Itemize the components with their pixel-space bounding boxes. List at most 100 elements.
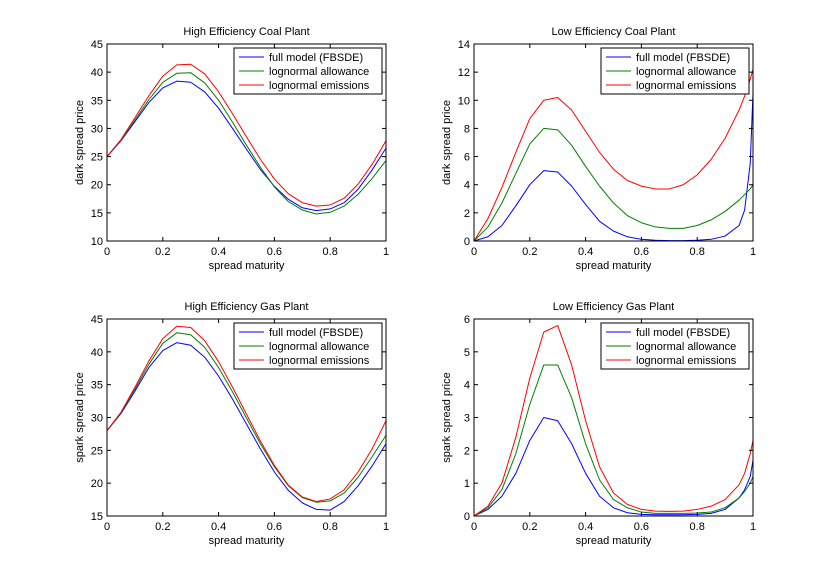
y-axis-label: spark spread price bbox=[441, 372, 453, 463]
series-line-2 bbox=[107, 332, 386, 503]
y-tick-label: 15 bbox=[91, 511, 103, 523]
legend-label-1: full model (FBSDE) bbox=[269, 52, 363, 64]
x-tick-label: 1 bbox=[750, 521, 756, 533]
x-axis-label: spread maturity bbox=[209, 260, 285, 272]
chart-panel-1: 0 0.2 0.4 0.6 0.8 1 10 15 20 25 30 35 40 45 High Effic… bbox=[74, 26, 389, 272]
chart-panel-4: 0 0.2 0.4 0.6 0.8 1 0 1 2 3 4 5 6 Low Efficiency Gas … bbox=[441, 301, 756, 547]
legend-label-3: lognormal emissions bbox=[269, 80, 370, 92]
axes-box bbox=[473, 43, 754, 242]
y-tick-label: 40 bbox=[91, 67, 103, 79]
legend-label-2: lognormal allowance bbox=[636, 66, 736, 78]
x-axis-label: spread maturity bbox=[576, 260, 652, 272]
y-axis-label: dark spread price bbox=[74, 100, 86, 185]
series-line-2 bbox=[474, 127, 753, 241]
x-tick-label: 0 bbox=[104, 246, 110, 258]
legend-label-1: full model (FBSDE) bbox=[636, 327, 730, 339]
y-tick-label: 45 bbox=[91, 314, 103, 326]
y-tick-label: 4 bbox=[464, 380, 470, 392]
y-tick-label: 2 bbox=[464, 208, 470, 220]
y-tick-label: 14 bbox=[458, 39, 470, 51]
x-tick-label: 1 bbox=[750, 246, 756, 258]
y-tick-label: 20 bbox=[91, 180, 103, 192]
x-tick-label: 0.4 bbox=[578, 246, 593, 258]
legend-label-3: lognormal emissions bbox=[636, 355, 737, 367]
legend-label-3: lognormal emissions bbox=[636, 80, 737, 92]
chart-panel-3: 0 0.2 0.4 0.6 0.8 1 15 20 25 30 35 40 45 High Efficie… bbox=[74, 301, 389, 547]
legend-label-2: lognormal allowance bbox=[636, 341, 736, 353]
y-tick-label: 30 bbox=[91, 123, 103, 135]
y-tick-label: 25 bbox=[91, 152, 103, 164]
x-tick-label: 0.6 bbox=[267, 521, 282, 533]
y-tick-label: 25 bbox=[91, 445, 103, 457]
x-tick-label: 0.2 bbox=[155, 521, 170, 533]
x-tick-label: 0.2 bbox=[522, 246, 537, 258]
axes-box bbox=[106, 43, 387, 242]
legend: full model (FBSDE) lognormal allowance log… bbox=[600, 47, 750, 95]
y-tick-label: 10 bbox=[458, 95, 470, 107]
series-line-3 bbox=[107, 325, 386, 503]
chart-title: High Efficiency Gas Plant bbox=[185, 301, 309, 313]
y-tick-label: 40 bbox=[91, 347, 103, 359]
x-tick-label: 0.2 bbox=[522, 521, 537, 533]
series-line-2 bbox=[107, 72, 386, 215]
legend: full model (FBSDE) lognormal allowance log… bbox=[233, 322, 383, 370]
y-tick-label: 35 bbox=[91, 380, 103, 392]
x-tick-label: 0 bbox=[471, 521, 477, 533]
x-tick-label: 0.6 bbox=[634, 521, 649, 533]
legend-label-3: lognormal emissions bbox=[269, 355, 370, 367]
y-axis-label: spark spread price bbox=[74, 372, 86, 463]
x-tick-label: 0.6 bbox=[267, 246, 282, 258]
legend-label-1: full model (FBSDE) bbox=[269, 327, 363, 339]
x-tick-label: 0.4 bbox=[211, 521, 226, 533]
y-tick-label: 8 bbox=[464, 123, 470, 135]
y-tick-label: 2 bbox=[464, 445, 470, 457]
series-line-3 bbox=[474, 69, 753, 241]
x-tick-label: 0.6 bbox=[634, 246, 649, 258]
y-tick-label: 45 bbox=[91, 39, 103, 51]
legend: full model (FBSDE) lognormal allowance log… bbox=[600, 322, 750, 370]
chart-title: Low Efficiency Gas Plant bbox=[553, 301, 674, 313]
y-tick-label: 10 bbox=[91, 236, 103, 248]
y-tick-label: 30 bbox=[91, 413, 103, 425]
legend-label-2: lognormal allowance bbox=[269, 66, 369, 78]
y-tick-label: 12 bbox=[458, 67, 470, 79]
series-line-2 bbox=[474, 364, 753, 516]
x-tick-label: 0.8 bbox=[690, 246, 705, 258]
y-tick-label: 3 bbox=[464, 413, 470, 425]
y-tick-label: 1 bbox=[464, 478, 470, 490]
x-tick-label: 0.8 bbox=[323, 246, 338, 258]
x-tick-label: 0.8 bbox=[323, 521, 338, 533]
y-tick-label: 4 bbox=[464, 180, 470, 192]
x-axis-label: spread maturity bbox=[576, 535, 652, 547]
y-tick-label: 35 bbox=[91, 95, 103, 107]
x-tick-label: 0 bbox=[471, 246, 477, 258]
series-line-3 bbox=[474, 325, 753, 516]
x-tick-label: 1 bbox=[383, 521, 389, 533]
y-tick-label: 0 bbox=[464, 511, 470, 523]
y-tick-label: 5 bbox=[464, 347, 470, 359]
x-tick-label: 0.4 bbox=[578, 521, 593, 533]
y-tick-label: 20 bbox=[91, 478, 103, 490]
legend-label-2: lognormal allowance bbox=[269, 341, 369, 353]
x-tick-label: 0.4 bbox=[211, 246, 226, 258]
series-line-1 bbox=[474, 417, 753, 516]
x-tick-label: 0.8 bbox=[690, 521, 705, 533]
legend-label-1: full model (FBSDE) bbox=[636, 52, 730, 64]
x-tick-label: 1 bbox=[383, 246, 389, 258]
series-line-3 bbox=[107, 63, 386, 207]
y-tick-label: 6 bbox=[464, 152, 470, 164]
series-line-1 bbox=[107, 80, 386, 212]
legend: full model (FBSDE) lognormal allowance log… bbox=[233, 47, 383, 95]
y-tick-label: 6 bbox=[464, 314, 470, 326]
x-axis-label: spread maturity bbox=[209, 535, 285, 547]
series-line-1 bbox=[107, 342, 386, 511]
chart-title: Low Efficiency Coal Plant bbox=[552, 26, 676, 38]
y-tick-label: 0 bbox=[464, 236, 470, 248]
x-tick-label: 0.2 bbox=[155, 246, 170, 258]
y-tick-label: 15 bbox=[91, 208, 103, 220]
series-line-1 bbox=[474, 93, 753, 241]
x-tick-label: 0 bbox=[104, 521, 110, 533]
legend-box bbox=[600, 47, 750, 95]
